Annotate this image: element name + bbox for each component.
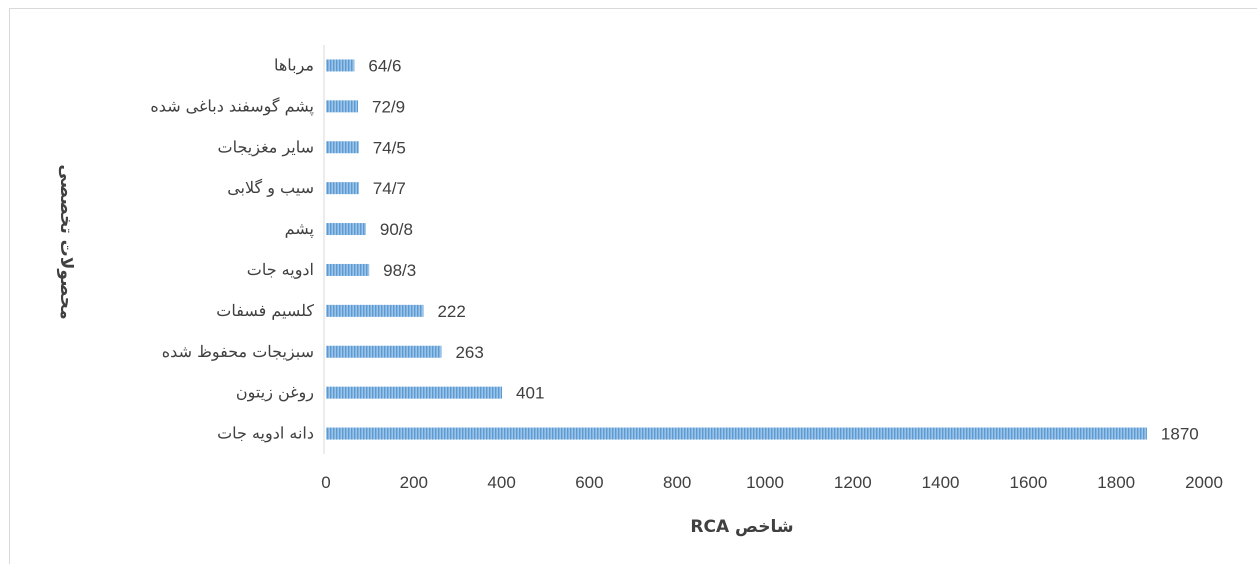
x-tick-label: 400 <box>487 473 515 492</box>
data-label: 401 <box>516 384 544 403</box>
category-label: پشم گوسفند دباغی شده <box>150 96 314 115</box>
x-tick-label: 1800 <box>1097 473 1135 492</box>
bar <box>326 100 359 113</box>
category-labels: مرباها پشم گوسفند دباغی شده سایر مغزیجات سی… <box>150 55 314 442</box>
category-label: روغن زیتون <box>236 383 314 402</box>
data-label: 74/7 <box>373 179 406 198</box>
chart-frame <box>9 8 1257 564</box>
category-label: کلسیم فسفات <box>216 301 314 320</box>
bar <box>326 345 442 358</box>
x-tick-label: 200 <box>400 473 428 492</box>
x-tick-label: 0 <box>321 473 330 492</box>
data-label: 1870 <box>1161 425 1199 444</box>
bar <box>326 263 370 276</box>
x-tick-label: 1400 <box>922 473 960 492</box>
category-label: سایر مغزیجات <box>218 137 314 156</box>
data-label: 90/8 <box>380 220 413 239</box>
category-label: ادویه جات <box>247 260 314 279</box>
category-label: سبزیجات محفوظ شده <box>162 342 314 361</box>
data-labels: 64/6 72/9 74/5 74/7 90/8 98/3 222 263 401 1870 <box>368 56 1198 443</box>
x-tick-label: 1600 <box>1009 473 1047 492</box>
x-tick-label: 600 <box>575 473 603 492</box>
bar <box>326 141 359 154</box>
x-tick-label: 1200 <box>834 473 872 492</box>
category-label: سیب و گلابی <box>227 178 314 197</box>
bar <box>326 59 355 72</box>
bar <box>326 182 359 195</box>
category-label: پشم <box>285 219 314 238</box>
data-label: 263 <box>455 343 483 362</box>
data-label: 98/3 <box>383 261 416 280</box>
category-label: دانه ادویه جات <box>217 424 314 443</box>
bar <box>326 304 424 317</box>
data-label: 222 <box>437 302 465 321</box>
bar <box>326 223 366 236</box>
data-label: 64/6 <box>368 56 401 75</box>
x-axis-title: شاخص RCA <box>690 517 793 537</box>
category-label: مرباها <box>274 55 314 74</box>
x-axis-tick-labels: 0 200 400 600 800 1000 1200 1400 1600 1800 2000 <box>321 473 1223 492</box>
data-label: 72/9 <box>372 97 405 116</box>
bar <box>326 386 503 399</box>
bars-group <box>326 59 1147 440</box>
x-tick-label: 1000 <box>746 473 784 492</box>
x-tick-label: 800 <box>663 473 691 492</box>
x-tick-label: 2000 <box>1185 473 1223 492</box>
bar <box>326 427 1147 440</box>
y-axis-title: محصولات تخصصی <box>56 164 76 319</box>
data-label: 74/5 <box>373 138 406 157</box>
